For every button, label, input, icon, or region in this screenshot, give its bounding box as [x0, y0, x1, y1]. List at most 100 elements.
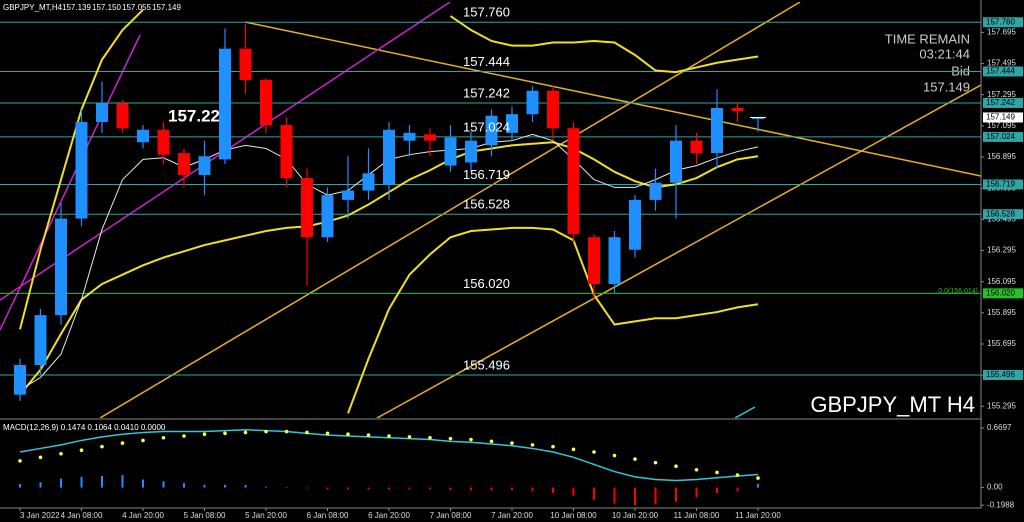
macd-histogram-bar — [39, 482, 42, 488]
macd-signal-dot — [592, 450, 596, 454]
candle-body — [34, 315, 47, 366]
macd-signal-dot — [571, 447, 576, 452]
macd-signal-dot — [120, 441, 125, 445]
level-axis-label: 157.024 — [986, 132, 1015, 141]
candle-body — [178, 153, 190, 175]
candle-body — [629, 199, 641, 250]
macd-signal-dot — [674, 464, 678, 469]
candle-body — [465, 140, 477, 163]
macd-histogram-bar — [121, 475, 124, 488]
macd-signal-dot — [346, 432, 350, 437]
candle-body — [342, 190, 354, 200]
candle-body — [260, 79, 272, 126]
y-tick-label: 157.095 — [987, 121, 1016, 130]
macd-signal-dot — [38, 455, 43, 460]
level-axis-box — [983, 288, 1023, 299]
macd-histogram-bar — [613, 487, 616, 504]
y-tick-label: 156.295 — [987, 246, 1016, 255]
candle-body — [690, 140, 703, 154]
macd-histogram-bar — [367, 487, 370, 490]
candle-body — [567, 128, 580, 235]
macd-signal-dot — [79, 448, 84, 453]
watermark: GBPJPY_MT H4 — [810, 392, 975, 417]
macd-signal-dot — [428, 435, 432, 440]
candle-body — [280, 125, 293, 179]
macd-signal-dot — [18, 459, 22, 463]
level-label: 157.760 — [463, 5, 510, 20]
macd-signal-dot — [59, 451, 63, 456]
macd-histogram-bar — [306, 487, 308, 489]
candle-body — [444, 137, 457, 166]
macd-histogram-bar — [470, 487, 472, 491]
price-annotation: 157.226 — [168, 106, 229, 125]
candle-body — [752, 117, 764, 120]
level-axis-label: 155.496 — [986, 370, 1015, 379]
macd-signal-dot — [510, 441, 514, 445]
macd-signal-dot — [653, 460, 658, 465]
time-remain-label: TIME REMAIN — [885, 31, 970, 46]
level-label: 157.444 — [463, 54, 510, 69]
macd-histogram-bar — [654, 487, 657, 505]
x-tick-label: 6 Jan 08:00 — [307, 511, 349, 520]
x-tick-label: 4 Jan 20:00 — [122, 511, 164, 520]
macd-signal-dot — [284, 429, 289, 434]
macd-histogram-bar — [429, 487, 431, 490]
macd-label: MACD(12,26,9) 0.1474 0.1064 0.0410 0.000… — [3, 423, 166, 432]
x-tick-label: 11 Jan 08:00 — [674, 511, 720, 520]
level-axis-label: 156.528 — [986, 209, 1015, 218]
macd-signal-dot — [530, 443, 535, 447]
macd-signal-dot — [489, 439, 494, 444]
macd-histogram-bar — [265, 486, 267, 488]
candle-body — [506, 114, 518, 133]
macd-histogram-bar — [326, 487, 329, 490]
macd-histogram-bar — [142, 479, 144, 488]
candle-body — [526, 90, 539, 115]
macd-y-tick-label: 0.00 — [987, 483, 1003, 492]
candle-body — [649, 182, 662, 200]
candle-body — [116, 103, 129, 129]
candle-body — [96, 103, 108, 122]
macd-histogram-bar — [552, 487, 554, 493]
macd-signal-dot — [182, 434, 186, 438]
macd-signal-dot — [202, 432, 207, 437]
trend-line — [0, 34, 141, 331]
level-axis-box — [983, 17, 1023, 28]
level-label: 155.496 — [463, 357, 510, 372]
candle-body — [198, 156, 211, 175]
level-axis-label: 157.242 — [986, 98, 1015, 107]
macd-signal-dot — [141, 438, 145, 443]
macd-histogram-bar — [593, 487, 595, 500]
y-tick-label: 157.495 — [987, 59, 1016, 68]
macd-histogram-bar — [388, 487, 390, 490]
level-label: 157.024 — [463, 119, 510, 134]
macd-signal-dot — [756, 476, 760, 480]
candle-body — [321, 195, 334, 238]
level-axis-box — [983, 209, 1023, 220]
macd-histogram-bar — [695, 487, 698, 498]
macd-signal-dot — [366, 433, 371, 437]
macd-histogram-bar — [347, 487, 349, 490]
macd-histogram-bar — [572, 487, 575, 496]
candle-body — [14, 365, 26, 395]
candle-body — [362, 173, 375, 191]
macd-signal-dot — [715, 470, 719, 475]
y-tick-label: 155.895 — [987, 308, 1016, 317]
macd-histogram-bar — [511, 487, 513, 491]
y-tick-label: 157.695 — [987, 27, 1016, 36]
macd-histogram-bar — [162, 481, 165, 488]
level-axis-label: 156.719 — [986, 180, 1015, 189]
y-tick-label: 156.895 — [987, 152, 1016, 161]
macd-histogram-bar — [490, 487, 493, 491]
candle-body — [55, 218, 67, 316]
macd-histogram-bar — [19, 484, 21, 488]
time-remain: 03:21:44 — [919, 46, 970, 61]
trend-line — [244, 21, 981, 177]
macd-histogram-bar — [757, 483, 759, 488]
candle-body — [731, 107, 744, 112]
header-close: 157.149 — [152, 3, 181, 12]
x-tick-label: 3 Jan 2022 — [20, 511, 60, 520]
macd-histogram-bar — [736, 487, 739, 492]
